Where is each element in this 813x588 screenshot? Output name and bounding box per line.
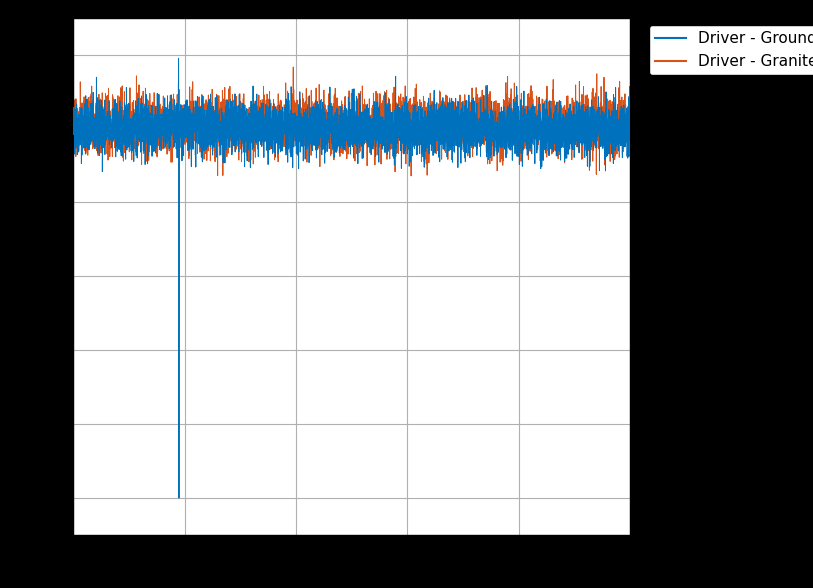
Driver - Granite bbox=[281, 116, 291, 123]
Driver - Ground bbox=[169, 116, 179, 123]
Driver - Granite bbox=[625, 116, 635, 123]
Driver - Granite bbox=[484, 131, 493, 138]
Driver - Ground bbox=[281, 116, 291, 123]
Driver - Granite bbox=[289, 64, 298, 71]
Line: Driver - Ground: Driver - Ground bbox=[73, 58, 630, 498]
Driver - Ground bbox=[625, 136, 635, 143]
Driver - Ground bbox=[174, 55, 184, 62]
Driver - Ground bbox=[526, 104, 536, 111]
Driver - Granite bbox=[169, 119, 179, 126]
Driver - Ground bbox=[174, 495, 184, 502]
Driver - Granite bbox=[402, 102, 412, 109]
Driver - Granite bbox=[68, 118, 78, 125]
Legend: Driver - Ground, Driver - Granite: Driver - Ground, Driver - Granite bbox=[649, 25, 813, 75]
Line: Driver - Granite: Driver - Granite bbox=[73, 67, 630, 176]
Driver - Ground bbox=[402, 151, 412, 158]
Driver - Ground bbox=[431, 111, 441, 118]
Driver - Granite bbox=[526, 142, 536, 149]
Driver - Ground bbox=[68, 118, 78, 125]
Driver - Granite bbox=[406, 172, 416, 179]
Driver - Granite bbox=[431, 144, 441, 151]
Driver - Ground bbox=[484, 152, 493, 159]
